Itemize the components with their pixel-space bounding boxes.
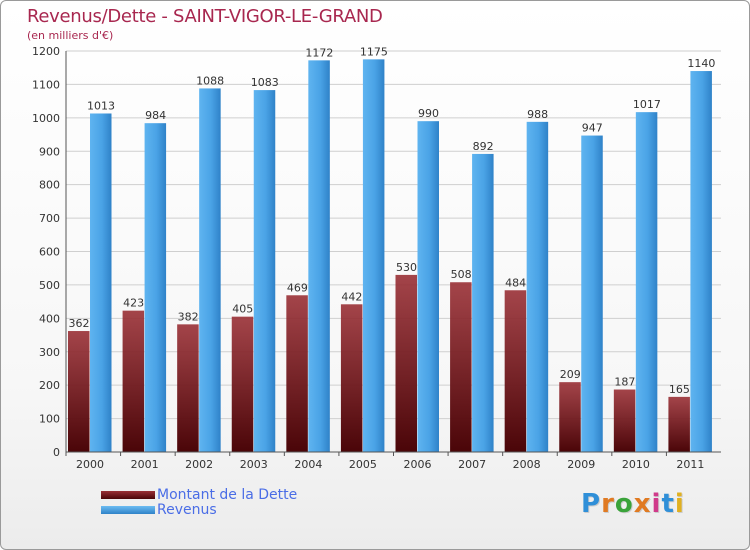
bar-revenus <box>526 121 549 453</box>
chart-title: Revenus/Dette - SAINT-VIGOR-LE-GRAND <box>27 6 383 27</box>
x-tick-label: 2002 <box>185 458 213 471</box>
bar-dette <box>68 331 90 452</box>
logo-letter: o <box>614 489 634 519</box>
logo-letter: r <box>601 489 615 519</box>
data-label-revenus: 1017 <box>633 98 661 111</box>
y-tick-label: 200 <box>39 379 60 392</box>
x-tick-label: 2010 <box>622 458 650 471</box>
data-label-dette: 484 <box>505 276 526 289</box>
y-tick-label: 900 <box>39 145 60 158</box>
data-label-revenus: 1175 <box>360 45 388 58</box>
bar-dette <box>504 290 527 452</box>
bar-dette <box>450 282 472 452</box>
bar-dette <box>122 310 145 452</box>
logo-letter: x <box>633 489 652 519</box>
bar-revenus <box>199 88 221 452</box>
legend-swatch-dette <box>101 490 155 499</box>
legend-item-revenus: Revenus <box>101 501 297 518</box>
bar-dette <box>668 396 690 452</box>
x-tick-label: 2005 <box>349 458 377 471</box>
bar-revenus <box>635 112 658 452</box>
x-tick-label: 2001 <box>131 458 159 471</box>
x-tick-label: 2004 <box>294 458 322 471</box>
bar-dette <box>395 274 417 452</box>
x-tick-label: 2007 <box>458 458 486 471</box>
y-tick-label: 300 <box>39 346 60 359</box>
logo-letter: P <box>581 489 602 519</box>
y-tick-label: 800 <box>39 179 60 192</box>
data-label-revenus: 1172 <box>305 46 333 59</box>
data-label-revenus: 1088 <box>196 74 224 87</box>
bar-revenus <box>253 90 276 452</box>
y-tick-label: 1000 <box>32 112 60 125</box>
logo-letter: t <box>661 489 675 519</box>
bar-dette <box>231 316 254 452</box>
y-tick-label: 0 <box>53 446 60 459</box>
legend-label-dette: Montant de la Dette <box>157 486 298 503</box>
data-label-dette: 508 <box>451 268 472 281</box>
proxiti-logo: Proxiti <box>581 489 685 519</box>
y-tick-label: 1200 <box>32 45 60 58</box>
bar-revenus <box>581 135 603 452</box>
data-label-dette: 405 <box>232 303 253 316</box>
x-tick-label: 2011 <box>676 458 704 471</box>
bar-dette <box>559 382 581 452</box>
data-label-revenus: 1083 <box>251 76 279 89</box>
bar-revenus <box>308 60 330 453</box>
bar-revenus <box>690 71 712 453</box>
y-tick-label: 100 <box>39 413 60 426</box>
y-tick-label: 600 <box>39 246 60 259</box>
y-tick-label: 500 <box>39 279 60 292</box>
data-label-revenus: 892 <box>473 140 494 153</box>
data-label-dette: 530 <box>396 261 417 274</box>
x-tick-label: 2009 <box>567 458 595 471</box>
bar-revenus <box>144 123 167 453</box>
x-tick-label: 2006 <box>404 458 432 471</box>
bar-revenus <box>417 121 439 453</box>
bar-dette <box>177 324 199 452</box>
data-label-dette: 442 <box>341 290 362 303</box>
data-label-revenus: 1140 <box>687 57 715 70</box>
logo-letter: i <box>674 489 685 519</box>
bar-dette <box>613 389 636 452</box>
x-tick-label: 2000 <box>76 458 104 471</box>
legend-label-revenus: Revenus <box>157 501 217 518</box>
data-label-revenus: 988 <box>527 108 548 121</box>
data-label-dette: 187 <box>614 376 635 389</box>
bar-revenus <box>472 153 494 452</box>
data-label-dette: 423 <box>123 297 144 310</box>
data-label-dette: 469 <box>287 281 308 294</box>
bar-dette <box>340 304 363 452</box>
data-label-dette: 362 <box>69 317 90 330</box>
data-label-dette: 382 <box>178 310 199 323</box>
y-tick-label: 700 <box>39 212 60 225</box>
chart-legend: Montant de la Dette Revenus <box>101 486 298 518</box>
bar-dette <box>286 295 308 452</box>
data-label-revenus: 947 <box>582 122 603 135</box>
bar-revenus <box>90 113 112 452</box>
x-tick-label: 2008 <box>513 458 541 471</box>
y-tick-label: 1100 <box>32 78 60 91</box>
data-label-revenus: 1013 <box>87 99 115 112</box>
data-label-dette: 165 <box>669 383 690 396</box>
logo-letter: i <box>651 489 662 519</box>
legend-swatch-revenus <box>101 505 155 514</box>
chart-subtitle: (en milliers d'€) <box>27 29 114 42</box>
bar-revenus <box>362 59 385 453</box>
data-label-revenus: 984 <box>145 109 166 122</box>
data-label-dette: 209 <box>560 368 581 381</box>
legend-item-dette: Montant de la Dette <box>101 486 298 503</box>
x-tick-label: 2003 <box>240 458 268 471</box>
y-tick-label: 400 <box>39 312 60 325</box>
data-label-revenus: 990 <box>418 107 439 120</box>
